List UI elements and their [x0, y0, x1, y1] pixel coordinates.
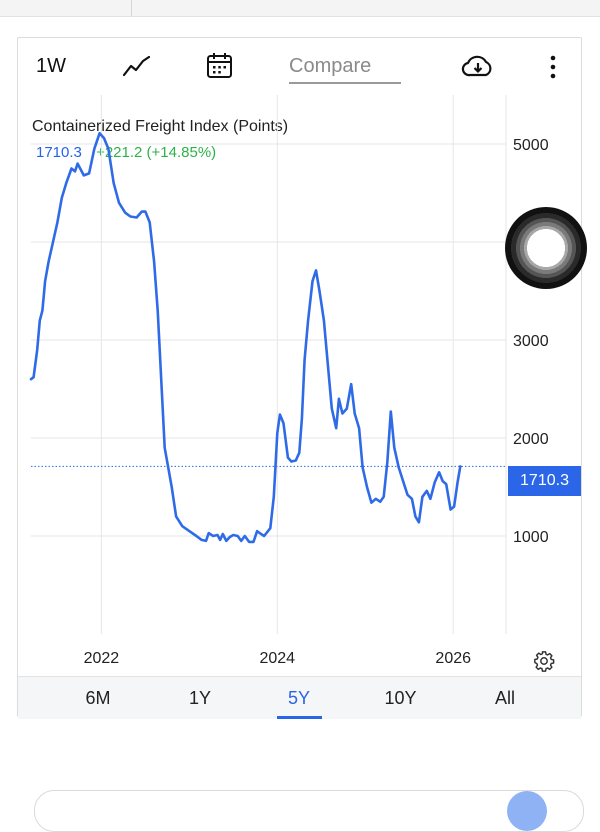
top-browser-bar: [0, 0, 600, 17]
y-tick-label: 3000: [513, 333, 549, 350]
range-tab-6m[interactable]: 6M: [85, 688, 111, 708]
compare-input[interactable]: [289, 52, 401, 84]
x-tick-label: 2026: [435, 650, 471, 667]
bottom-action-button[interactable]: [507, 791, 547, 831]
price-summary: 1710.3 +221.2 (+14.85%): [36, 144, 216, 161]
x-tick-label: 2024: [259, 650, 295, 667]
chart-toolbar: 1W: [18, 38, 581, 96]
price-change: +221.2 (+14.85%): [96, 144, 217, 161]
more-vertical-icon[interactable]: [548, 55, 558, 79]
current-price-tag: 1710.3: [508, 466, 581, 496]
range-tab-10y[interactable]: 10Y: [384, 688, 417, 708]
calendar-icon[interactable]: [206, 51, 233, 79]
series-line: [29, 131, 462, 544]
cloud-download-icon[interactable]: [461, 54, 495, 78]
freight-index-chart[interactable]: 1000 2000 3000 5000 2022 2024 2026: [18, 38, 583, 676]
chart-card: 1W Containerized Freight Index (: [17, 37, 583, 719]
range-tab-all[interactable]: All: [494, 688, 515, 708]
x-tick-label: 2022: [84, 650, 120, 667]
top-bar-divider: [131, 0, 132, 16]
gear-icon[interactable]: [533, 650, 555, 672]
range-tab-5y[interactable]: 5Y: [287, 688, 311, 708]
active-range-indicator: [277, 716, 322, 719]
last-value: 1710.3: [36, 144, 82, 161]
range-selector: 6M 1Y 5Y 10Y All: [18, 676, 581, 719]
bottom-search-bar[interactable]: [34, 790, 584, 832]
floating-assistive-button[interactable]: [505, 207, 587, 289]
y-tick-label: 2000: [513, 431, 549, 448]
period-selector[interactable]: 1W: [36, 55, 66, 77]
line-chart-icon[interactable]: [122, 55, 152, 79]
y-tick-label: 1000: [513, 529, 549, 546]
range-tab-1y[interactable]: 1Y: [188, 688, 212, 708]
chart-title: Containerized Freight Index (Points): [32, 118, 289, 135]
y-tick-label: 5000: [513, 137, 549, 154]
